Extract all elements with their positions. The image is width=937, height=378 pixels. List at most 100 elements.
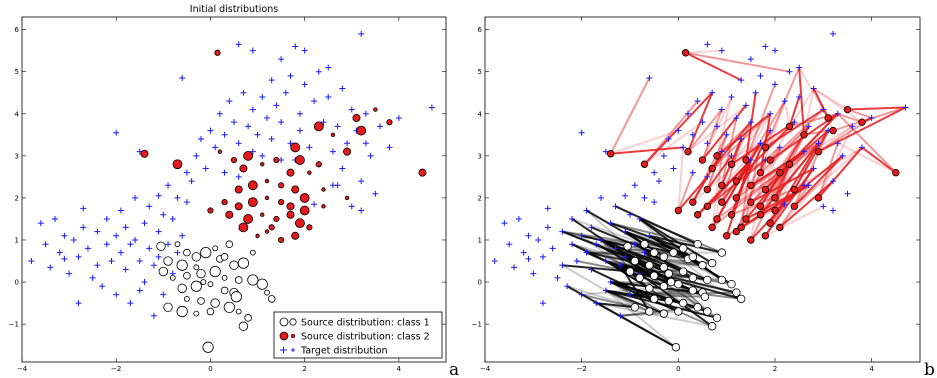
- y-tick-label: −1: [472, 321, 482, 329]
- class-1-point: [194, 311, 199, 316]
- class-1-point: [699, 261, 707, 269]
- class-1-point: [660, 264, 668, 272]
- class-1-point: [183, 272, 190, 279]
- class-2-point: [786, 123, 793, 130]
- class-2-point: [287, 169, 294, 176]
- class-1-point: [670, 249, 678, 257]
- class-1-point: [694, 304, 702, 312]
- class-1-point: [175, 242, 180, 247]
- class-1-point: [665, 270, 673, 278]
- y-tick-label: 4: [15, 110, 20, 118]
- panel-label-b: b: [924, 360, 935, 378]
- legend-marker-class-2: [291, 334, 295, 338]
- class-2-point: [825, 115, 832, 122]
- class-2-point: [859, 119, 866, 126]
- class-2-point: [226, 211, 233, 218]
- class-2-point: [357, 126, 366, 135]
- class-2-point: [685, 148, 692, 155]
- class-1-point: [631, 304, 639, 312]
- class-1-point: [191, 281, 201, 291]
- panel-b: −4 −2 0 2 4 −1 0 1 2 3 4 5 6: [472, 17, 920, 373]
- class-1-point: [713, 314, 721, 322]
- class-1-point: [737, 295, 745, 303]
- chart-title: Initial distributions: [190, 4, 278, 15]
- y-tick-label: 4: [478, 110, 483, 118]
- class-2-point: [295, 156, 304, 165]
- class-1-point: [667, 278, 675, 286]
- y-tick-label: 0: [15, 279, 19, 287]
- class-2-point: [733, 178, 740, 185]
- x-tick-label: −2: [111, 365, 121, 373]
- class-2-point: [316, 162, 321, 167]
- class-2-point: [295, 219, 304, 228]
- class-1-point: [184, 296, 189, 301]
- class-1-point: [198, 298, 205, 305]
- class-1-point: [226, 241, 233, 248]
- class-1-point: [665, 297, 673, 305]
- class-2-point: [235, 203, 242, 210]
- class-2-point: [607, 150, 614, 157]
- class-2-point: [791, 186, 798, 193]
- y-tick-label: −1: [9, 321, 19, 329]
- class-2-point: [786, 161, 793, 168]
- class-2-point: [748, 237, 755, 244]
- class-1-point: [257, 279, 267, 289]
- class-1-point: [631, 257, 639, 265]
- class-2-point: [331, 133, 335, 137]
- class-2-point: [322, 205, 326, 209]
- class-1-point: [211, 299, 220, 308]
- class-2-point: [322, 188, 326, 192]
- class-1-point: [194, 265, 199, 270]
- class-2-point: [292, 186, 299, 193]
- class-1-point: [201, 280, 206, 285]
- class-2-point: [709, 224, 716, 231]
- class-1-point: [177, 306, 187, 316]
- class-1-point: [239, 322, 248, 331]
- y-tick-label: 2: [478, 194, 482, 202]
- x-tick-label: −4: [480, 365, 491, 373]
- class-2-point: [767, 220, 774, 227]
- class-1-point: [192, 253, 201, 262]
- class-2-point: [222, 199, 227, 204]
- panel-label-a: a: [449, 360, 459, 378]
- class-1-point: [704, 308, 712, 316]
- y-tick-label: 3: [478, 152, 482, 160]
- class-1-point: [177, 260, 187, 270]
- class-1-point: [708, 259, 716, 267]
- y-tick-label: 2: [15, 194, 19, 202]
- class-2-point: [757, 211, 764, 218]
- class-1-point: [672, 343, 680, 351]
- legend-marker-class-1: [290, 319, 296, 325]
- class-2-point: [723, 232, 730, 239]
- class-2-point: [844, 106, 851, 113]
- class-1-point: [164, 257, 173, 266]
- class-1-point: [245, 314, 252, 321]
- class-1-point: [207, 308, 214, 315]
- class-2-point: [235, 186, 242, 193]
- class-1-point: [733, 289, 741, 297]
- class-1-point: [264, 290, 269, 295]
- class-1-point: [248, 275, 258, 285]
- class-1-point: [675, 280, 683, 288]
- class-2-point: [239, 223, 248, 232]
- class-2-point: [265, 230, 269, 234]
- legend-label: Target distribution: [300, 346, 388, 357]
- x-tick-label: 2: [302, 365, 306, 373]
- class-2-point: [265, 196, 269, 200]
- class-2-point: [300, 193, 309, 202]
- class-1-point: [222, 275, 227, 280]
- class-1-point: [675, 308, 683, 316]
- class-2-point: [777, 224, 784, 231]
- class-1-point: [701, 293, 709, 301]
- class-2-point: [757, 203, 764, 210]
- class-2-point: [801, 132, 808, 139]
- class-1-point: [231, 292, 241, 302]
- class-2-point: [256, 234, 260, 238]
- legend-label: Source distribution: class 1: [301, 318, 430, 329]
- x-tick-label: −4: [17, 365, 28, 373]
- class-2-point: [265, 179, 269, 183]
- class-1-point: [221, 253, 228, 260]
- class-1-point: [201, 247, 211, 257]
- class-2-point: [307, 225, 312, 230]
